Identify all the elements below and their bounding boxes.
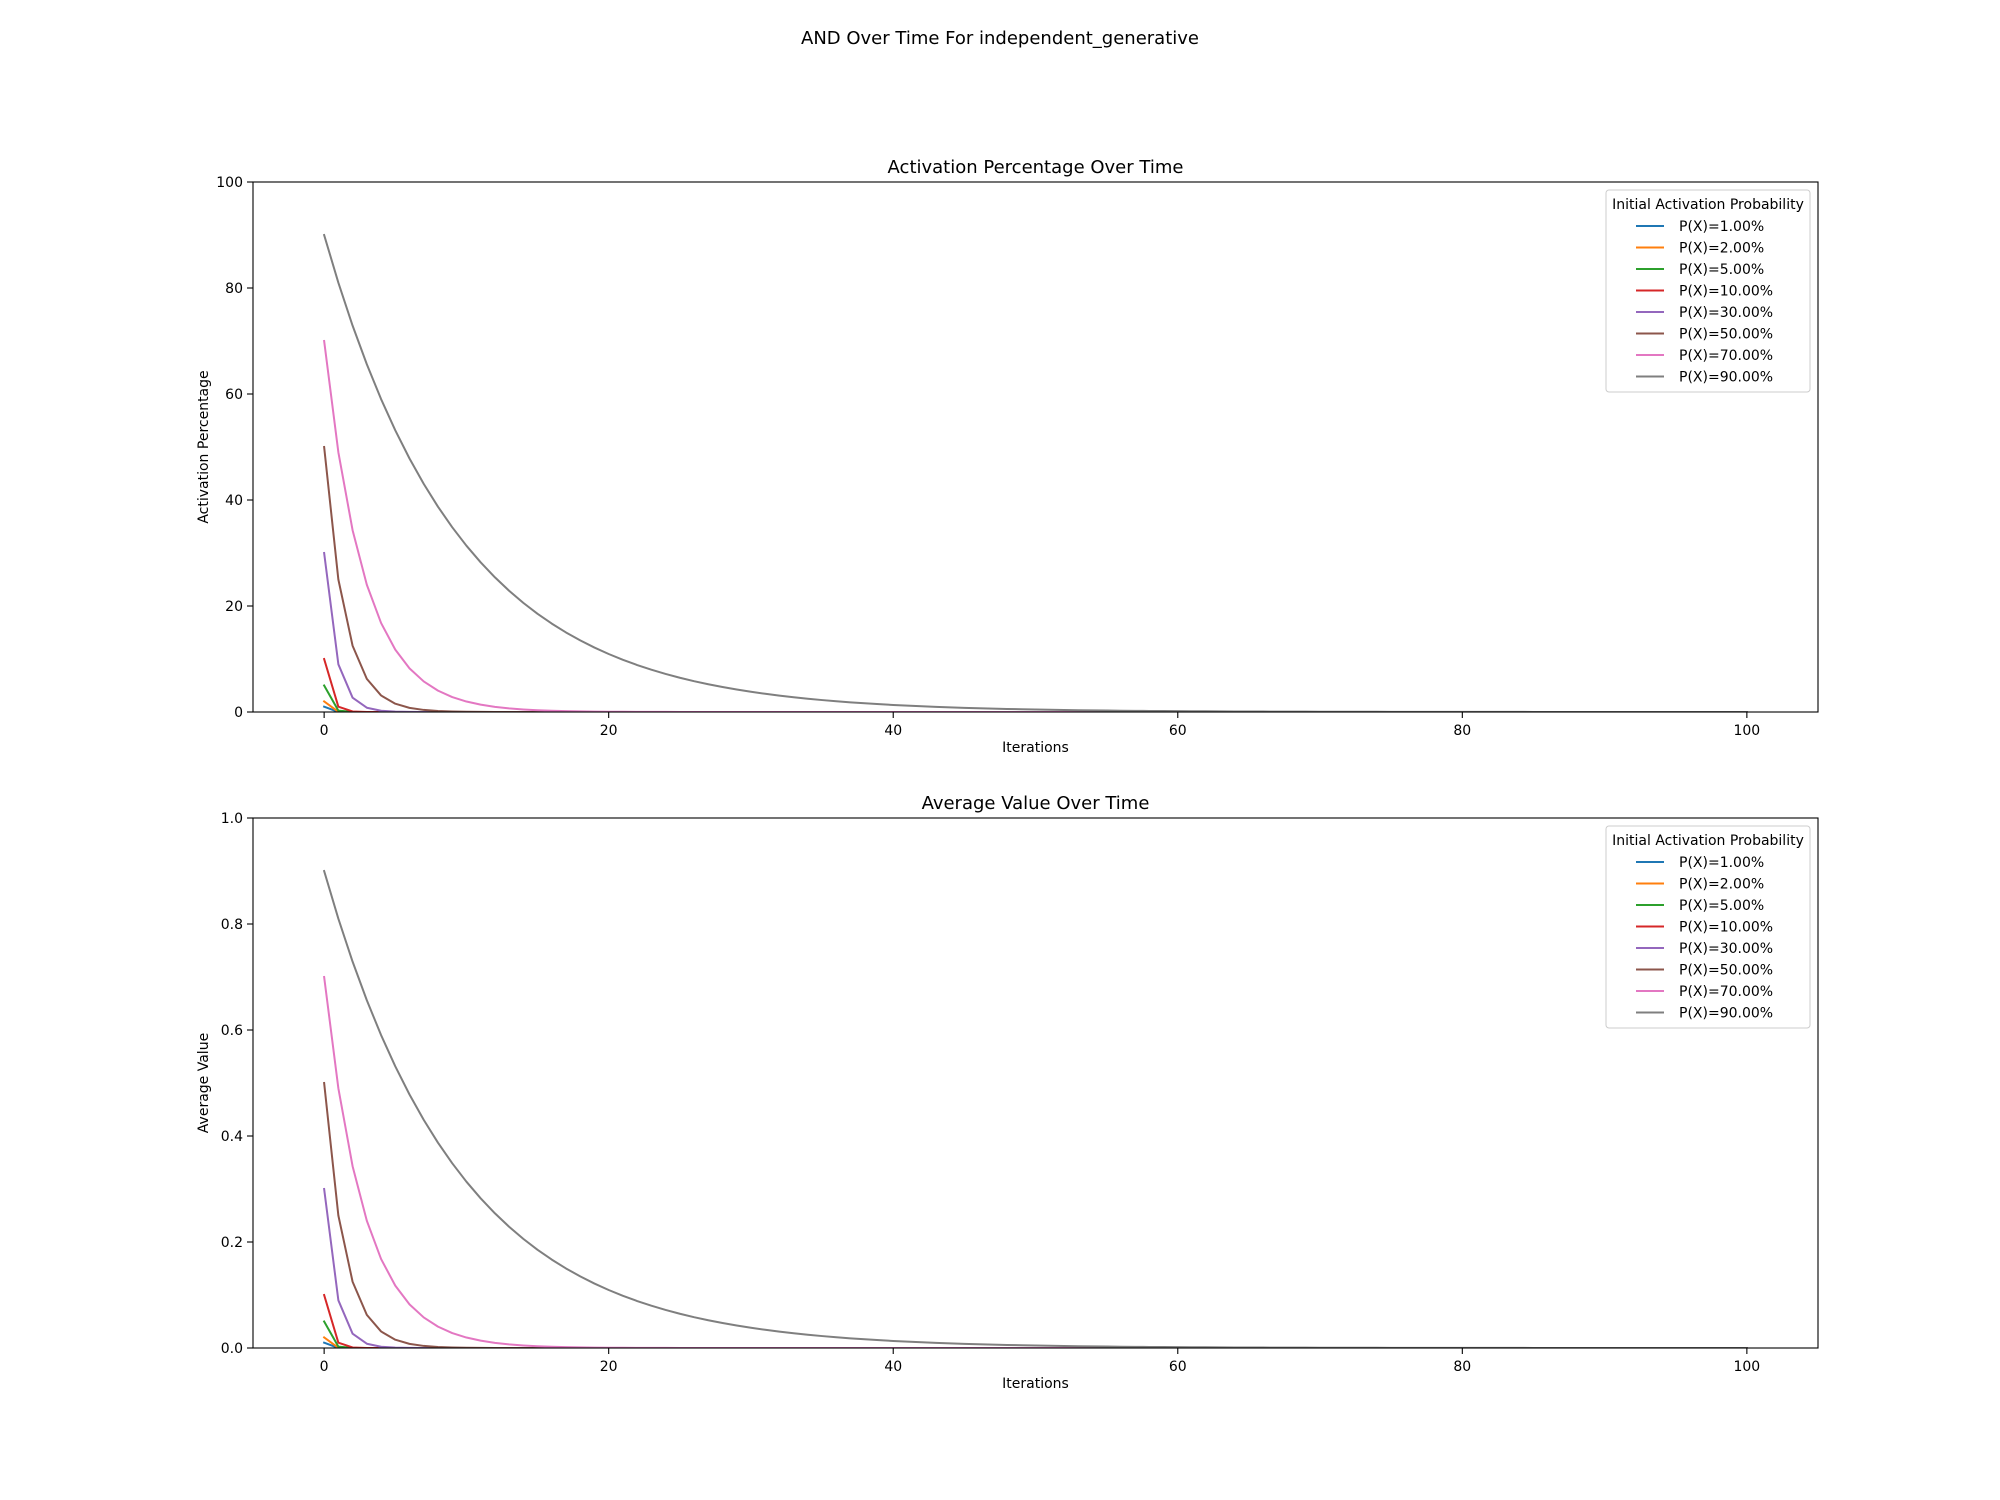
subplots: Activation Percentage Over Time 0 20 40 60 80… (196, 157, 1819, 1392)
legend-entry-label: P(X)=1.00% (1679, 219, 1764, 235)
series-line-7 (323, 975, 1748, 1348)
y-tick-label: 0 (234, 705, 243, 721)
legend-entry-label: P(X)=5.00% (1679, 898, 1764, 914)
subplot-1: Activation Percentage Over Time 0 20 40 60 80… (196, 157, 1819, 756)
legend-box (1605, 189, 1811, 393)
legend-entry-label: P(X)=10.00% (1679, 284, 1773, 300)
legend-entry-label: P(X)=70.00% (1679, 348, 1773, 364)
y-tick-label: 40 (225, 493, 243, 509)
legend-entry-label: P(X)=30.00% (1679, 305, 1773, 321)
x-tick-label: 100 (1733, 1359, 1760, 1375)
y-tick-label: 20 (225, 599, 243, 615)
x-tick-label: 20 (600, 1359, 618, 1375)
chart-title: Activation Percentage Over Time (888, 157, 1184, 178)
y-tick-label: 0.2 (221, 1235, 243, 1251)
legend-entry-label: P(X)=90.00% (1679, 1006, 1773, 1022)
x-axis-label: Iterations (1002, 1376, 1069, 1392)
y-tick-label: 0.0 (221, 1341, 243, 1357)
y-tick-label: 80 (225, 281, 243, 297)
legend-entry-label: P(X)=30.00% (1679, 941, 1773, 957)
y-axis-label: Activation Percentage (196, 370, 212, 523)
legend-entry-label: P(X)=2.00% (1679, 241, 1764, 257)
figure-suptitle: AND Over Time For independent_generative (801, 28, 1199, 49)
legend-title: Initial Activation Probability (1612, 833, 1804, 849)
x-tick-label: 80 (1453, 1359, 1471, 1375)
y-tick-label: 0.4 (221, 1129, 243, 1145)
x-tick-label: 80 (1453, 723, 1471, 739)
y-tick-label: 100 (216, 175, 243, 191)
x-tick-label: 0 (320, 1359, 329, 1375)
x-tick-label: 0 (320, 723, 329, 739)
series-line-7 (323, 339, 1748, 712)
y-axis-label: Average Value (196, 1033, 212, 1133)
axes-frame (252, 817, 1819, 1349)
legend-entry-label: P(X)=2.00% (1679, 877, 1764, 893)
axes-frame (252, 181, 1819, 713)
legend: Initial Activation Probability P(X)=1.00%… (1605, 825, 1811, 1029)
legend-entry-label: P(X)=50.00% (1679, 327, 1773, 343)
x-tick-label: 20 (600, 723, 618, 739)
legend-entry-label: P(X)=5.00% (1679, 262, 1764, 278)
legend: Initial Activation Probability P(X)=1.00%… (1605, 189, 1811, 393)
legend-entry-label: P(X)=90.00% (1679, 370, 1773, 386)
x-tick-label: 60 (1169, 723, 1187, 739)
legend-title: Initial Activation Probability (1612, 197, 1804, 213)
x-tick-label: 40 (884, 723, 902, 739)
x-tick-label: 100 (1733, 723, 1760, 739)
legend-entry-label: P(X)=50.00% (1679, 963, 1773, 979)
y-tick-label: 1.0 (221, 811, 243, 827)
y-tick-label: 0.8 (221, 917, 243, 933)
legend-entry-label: P(X)=10.00% (1679, 920, 1773, 936)
x-tick-label: 60 (1169, 1359, 1187, 1375)
legend-entry-label: P(X)=70.00% (1679, 984, 1773, 1000)
y-tick-label: 60 (225, 387, 243, 403)
x-tick-label: 40 (884, 1359, 902, 1375)
x-axis-label: Iterations (1002, 740, 1069, 756)
legend-entry-label: P(X)=1.00% (1679, 855, 1764, 871)
chart-title: Average Value Over Time (922, 793, 1150, 814)
subplot-2: Average Value Over Time 0 20 40 60 80 100 0.0 0.… (196, 793, 1819, 1392)
legend-box (1605, 825, 1811, 1029)
y-tick-label: 0.6 (221, 1023, 243, 1039)
